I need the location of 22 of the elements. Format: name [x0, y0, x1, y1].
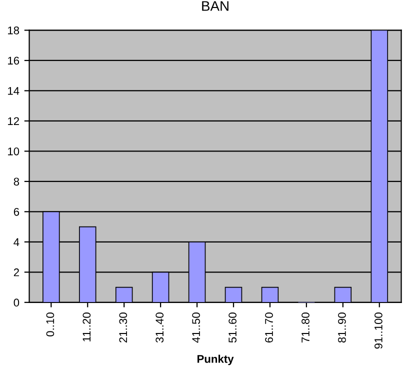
x-tick-label: 91..100: [374, 312, 382, 349]
y-tick-label: 16: [8, 56, 20, 65]
y-tick-label: 0: [14, 298, 20, 307]
y-tick-label: 18: [8, 26, 20, 34]
y-tick-label: 10: [8, 147, 20, 156]
x-tick-label: 81..90: [338, 312, 346, 343]
x-tick-label: 51..60: [228, 312, 236, 343]
x-tick-label: 61..70: [265, 312, 273, 342]
x-tick-label: 21..30: [119, 312, 128, 342]
y-tick-label: 8: [14, 178, 20, 186]
x-tick-label: 41..50: [192, 312, 200, 343]
x-tick-label: 71..80: [302, 312, 310, 342]
y-tick-label: 14: [8, 87, 20, 95]
y-tick-label: 6: [14, 208, 20, 216]
chart-title: BAN: [202, 1, 228, 11]
y-tick-label: 12: [8, 117, 19, 125]
x-tick-label: 11..20: [82, 312, 91, 342]
y-tick-label: 4: [14, 238, 20, 246]
y-tick-label: 2: [14, 268, 19, 276]
x-tick-label: 0..10: [46, 312, 54, 336]
x-axis-title: Punkty: [197, 354, 234, 366]
x-tick-label: 31..40: [156, 312, 164, 343]
